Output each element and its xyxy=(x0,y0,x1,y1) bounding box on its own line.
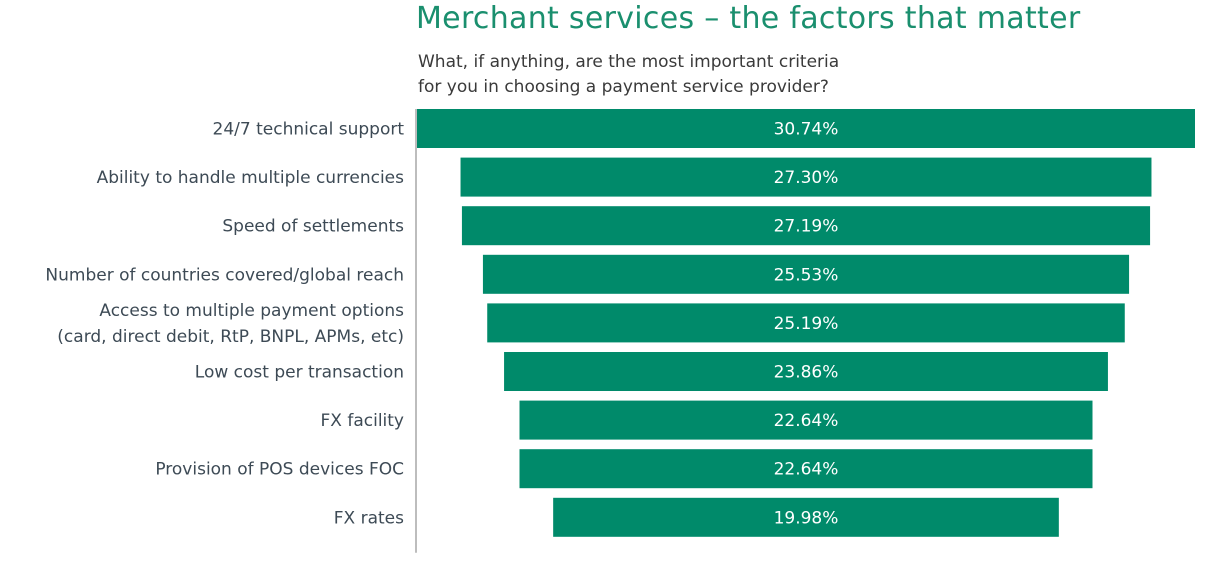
bar xyxy=(461,206,1151,246)
category-label: Number of countries covered/global reach xyxy=(45,265,404,285)
bar xyxy=(553,497,1059,537)
category-label: FX rates xyxy=(334,508,404,528)
bar-value-label: 27.19% xyxy=(774,217,839,237)
category-label: Speed of settlements xyxy=(222,217,404,237)
bar xyxy=(519,400,1093,440)
category-label: Access to multiple payment options xyxy=(99,301,404,321)
bar-value-label: 25.19% xyxy=(774,314,839,334)
bar xyxy=(460,157,1152,197)
subtitle-line-2: for you in choosing a payment service pr… xyxy=(418,77,829,97)
bar xyxy=(482,254,1130,294)
bar-value-label: 30.74% xyxy=(774,120,839,140)
chart-title: Merchant services – the factors that mat… xyxy=(416,1,1081,36)
bar-value-label: 25.53% xyxy=(774,265,839,285)
category-label: Ability to handle multiple currencies xyxy=(97,168,405,188)
category-label: FX facility xyxy=(321,411,404,431)
category-label: 24/7 technical support xyxy=(213,120,405,140)
bar-value-label: 23.86% xyxy=(774,363,839,383)
bar xyxy=(504,352,1108,391)
chart-subtitle: What, if anything, are the most importan… xyxy=(418,50,839,100)
bar xyxy=(487,303,1125,343)
bar xyxy=(417,109,1195,148)
bar-value-label: 22.64% xyxy=(774,460,839,480)
bar xyxy=(519,449,1093,489)
category-label: Low cost per transaction xyxy=(195,363,404,383)
category-label: (card, direct debit, RtP, BNPL, APMs, et… xyxy=(57,327,404,347)
category-label: Provision of POS devices FOC xyxy=(155,460,404,480)
subtitle-line-1: What, if anything, are the most importan… xyxy=(418,52,840,72)
bar-value-label: 22.64% xyxy=(774,411,839,431)
bar-value-label: 27.30% xyxy=(774,168,839,188)
bar-value-label: 19.98% xyxy=(774,508,839,528)
